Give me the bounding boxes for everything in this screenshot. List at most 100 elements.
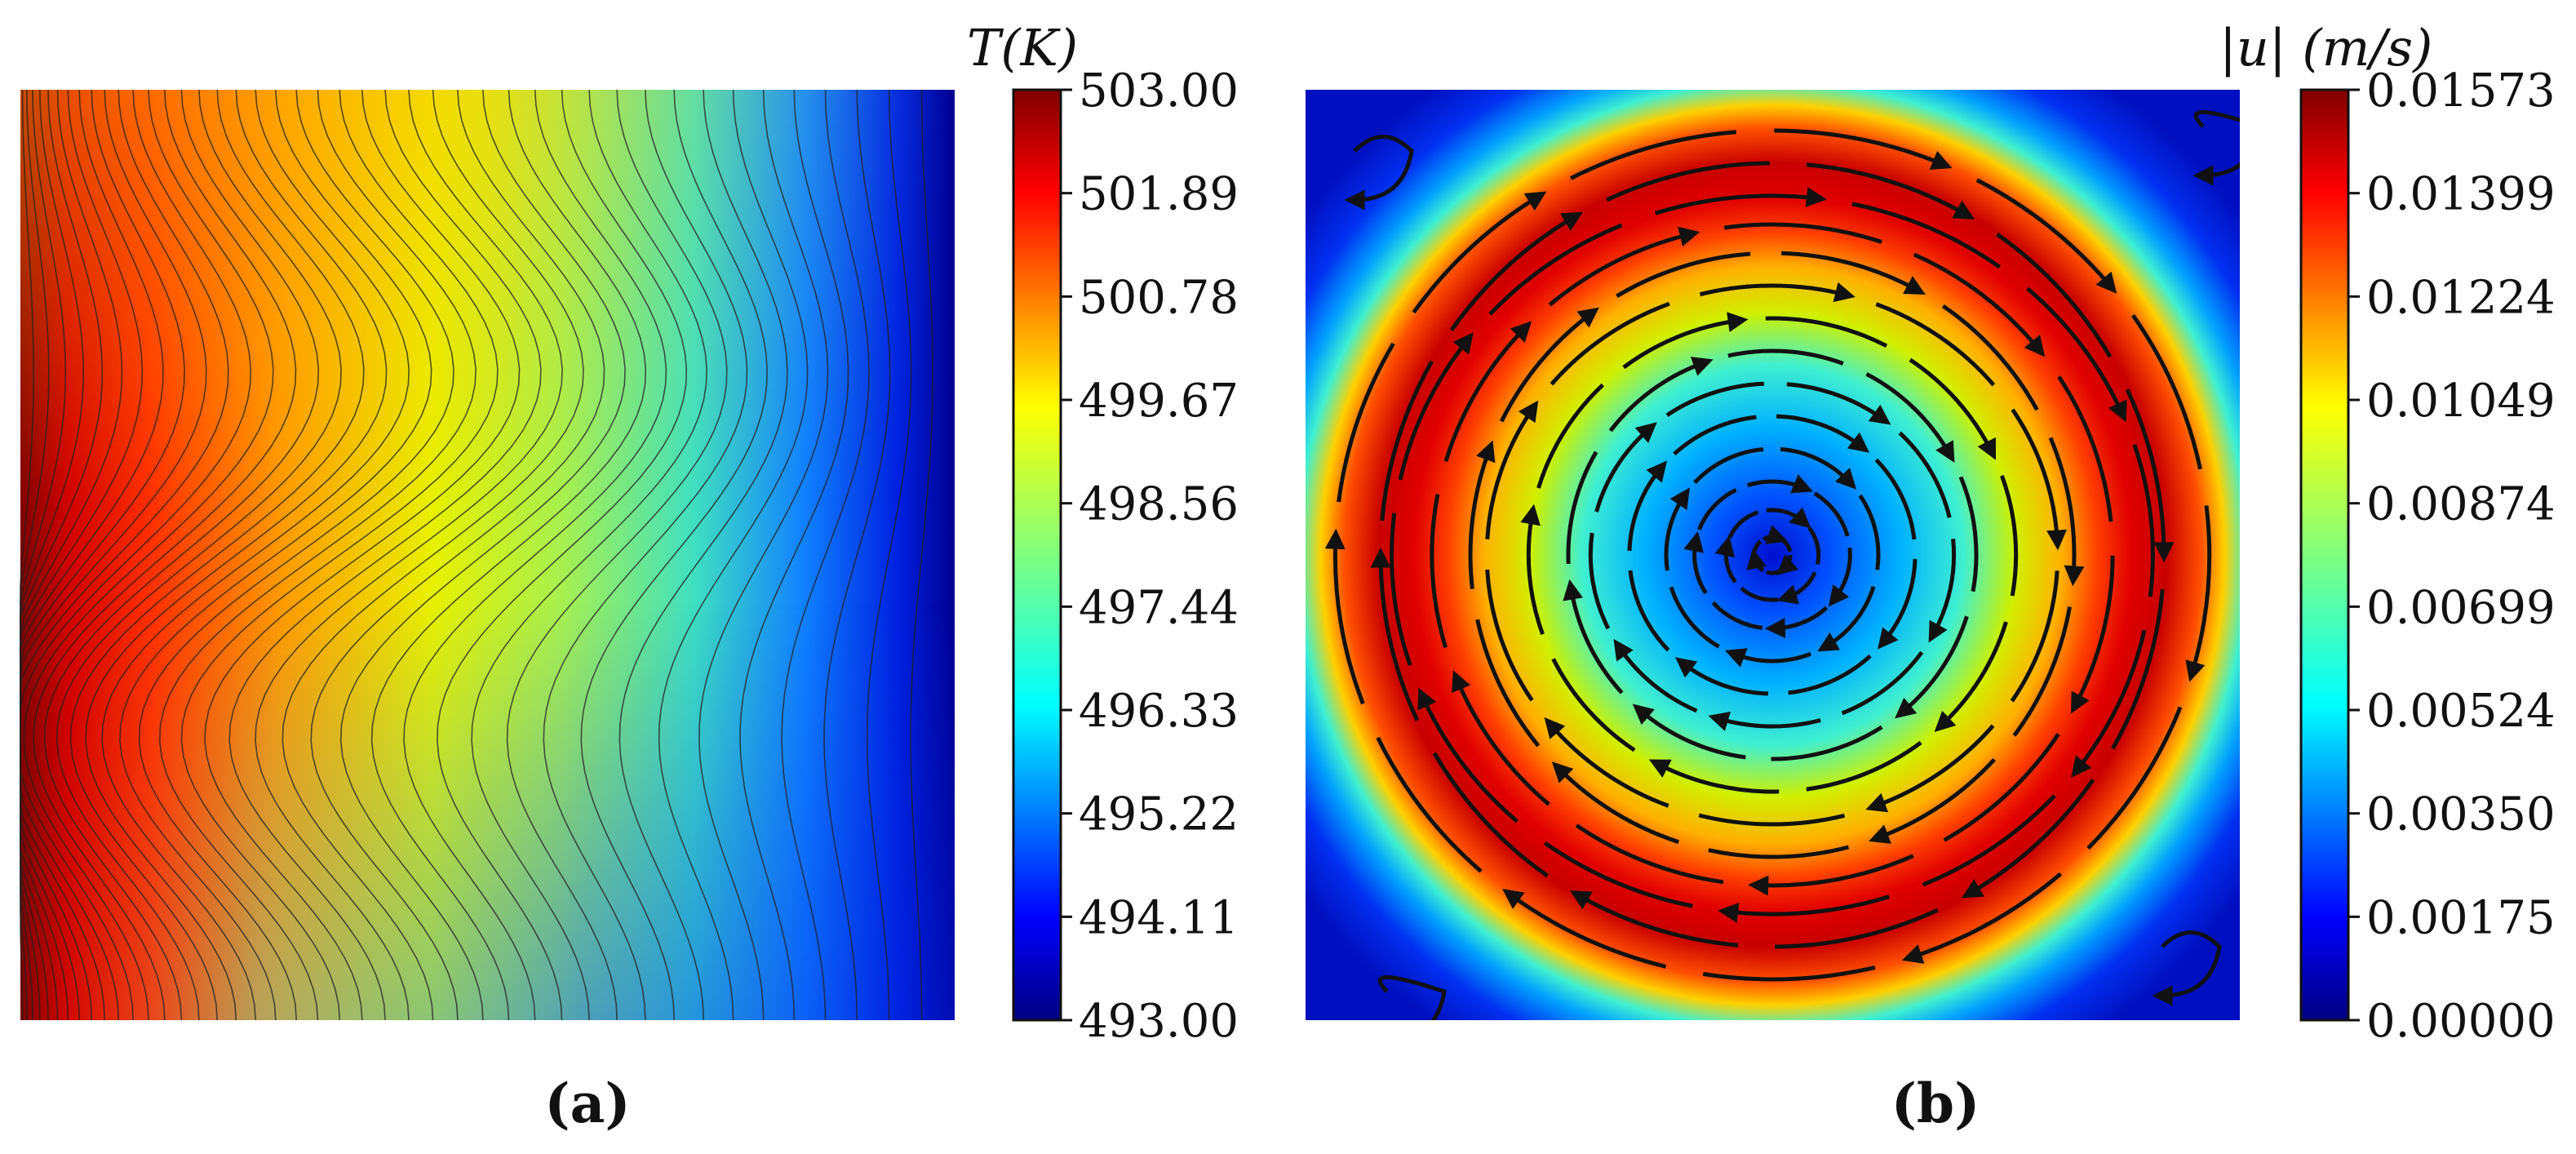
streamline	[1417, 687, 1519, 823]
streamline	[2012, 606, 2072, 737]
streamline	[1588, 532, 1611, 630]
streamline	[1711, 601, 1763, 630]
streamline	[1766, 507, 1811, 529]
isotherm-line	[739, 89, 849, 1021]
streamline	[2026, 286, 2127, 423]
temperature-colorbar-ticks: 503.00 501.89 500.78 499.67 498.56 497.44 496.…	[1061, 64, 1239, 1048]
panel-label-a: (a)	[544, 1072, 630, 1135]
isotherm-line	[781, 89, 870, 1021]
streamline	[1708, 845, 1850, 859]
streamline	[1774, 128, 1953, 171]
streamline	[1788, 654, 1872, 695]
temperature-colorbar-tick-label: 500.78	[1079, 271, 1239, 324]
streamline	[2086, 706, 2183, 850]
isotherm-line	[255, 89, 563, 1021]
streamline	[1430, 494, 1448, 649]
streamline	[1683, 530, 1708, 595]
streamline	[1613, 638, 1698, 713]
isotherm-line	[55, 89, 342, 1021]
isotherm-line	[33, 89, 297, 1021]
streamline	[1901, 872, 2063, 964]
streamline	[1627, 460, 1668, 552]
isotherm-line	[698, 89, 829, 1021]
temperature-colorbar-tick-label: 499.67	[1079, 375, 1239, 428]
streamline	[1708, 711, 1821, 731]
temperature-colorbar-tick-label: 498.56	[1079, 478, 1239, 531]
streamline	[1764, 606, 1829, 638]
isotherm-line	[20, 89, 123, 1021]
streamline	[1996, 232, 2113, 358]
streamline	[1780, 537, 1793, 553]
streamline	[2000, 475, 2019, 597]
streamline	[1865, 372, 1955, 464]
streamline	[1632, 703, 1746, 760]
isotherm-line	[658, 89, 809, 1021]
velocity-colorbar: |u| (m/s) 0.015730.013990.012240.010490.…	[2219, 18, 2556, 1048]
streamline	[1669, 586, 1720, 649]
streamline	[1475, 619, 1541, 748]
velocity-colorbar-tick-label: 0.01573	[2366, 64, 2556, 118]
temperature-panel	[20, 89, 955, 1021]
temperature-colorbar-tick-label: 495.22	[1079, 788, 1239, 841]
velocity-colorbar-tick-label: 0.00874	[2366, 478, 2556, 531]
streamline	[1622, 312, 1749, 370]
streamline	[1775, 908, 1939, 949]
streamline	[2111, 588, 2165, 750]
isotherm-line	[20, 89, 104, 1021]
streamline	[1898, 431, 1952, 518]
streamline	[1841, 650, 1924, 716]
panel-label-b: (b)	[1891, 1072, 1980, 1135]
isotherm-line	[370, 89, 647, 1021]
streamline	[1865, 724, 1995, 813]
velocity-colorbar-bar	[2299, 88, 2350, 1022]
streamline	[1851, 202, 2002, 269]
velocity-colorbar-tick-label: 0.01049	[2366, 375, 2556, 428]
streamline	[1806, 162, 1975, 220]
streamline	[1934, 621, 2008, 732]
streamline	[1962, 779, 2095, 899]
streamlines	[1324, 110, 2240, 1020]
streamline	[1548, 226, 1700, 307]
streamline	[1468, 440, 1496, 589]
streamline	[1443, 321, 1532, 463]
velocity-colorbar-tick-label: 0.00524	[2366, 685, 2556, 738]
streamline	[1536, 383, 1605, 489]
velocity-colorbar-tick-label: 0.01399	[2366, 168, 2556, 221]
temperature-colorbar-tick-label: 496.33	[1079, 685, 1239, 738]
isotherm-line	[180, 89, 499, 1021]
streamline	[1727, 510, 1759, 539]
streamline	[1895, 615, 1969, 719]
streamline	[1575, 823, 1724, 885]
isotherm-line	[20, 89, 164, 1021]
streamline	[1828, 547, 1852, 607]
temperature-colorbar-bar	[1012, 88, 1062, 1022]
streamline	[1337, 342, 1395, 503]
streamline	[1771, 725, 1883, 761]
streamline	[1390, 513, 1412, 667]
streamline	[1654, 187, 1827, 215]
streamline	[1875, 302, 1996, 387]
streamline	[2011, 408, 2068, 551]
streamline	[1606, 161, 1770, 202]
isotherm-line	[910, 89, 933, 1021]
streamline	[1485, 400, 1539, 539]
streamline	[1975, 178, 2117, 294]
streamline	[1697, 488, 1737, 530]
streamline	[2185, 505, 2212, 682]
isotherm-line	[20, 89, 229, 1021]
streamline	[1616, 251, 1751, 299]
streamline	[2010, 570, 2059, 703]
streamline	[1412, 191, 1547, 314]
streamline	[1781, 251, 1926, 295]
streamline	[1398, 332, 1474, 481]
temperature-colorbar-tick-label: 497.44	[1079, 581, 1239, 634]
streamline	[1550, 301, 1670, 386]
streamline	[1665, 381, 1765, 417]
streamline	[1747, 474, 1813, 494]
streamline	[1877, 558, 1918, 650]
isotherm-line	[20, 89, 185, 1021]
streamline	[1913, 252, 2046, 357]
streamline	[2048, 437, 2085, 587]
streamline	[1544, 717, 1669, 808]
streamline	[1485, 569, 1534, 702]
